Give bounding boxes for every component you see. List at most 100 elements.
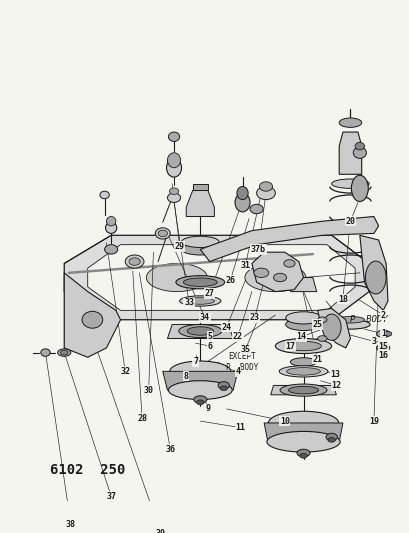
Polygon shape xyxy=(167,325,233,338)
Ellipse shape xyxy=(330,320,369,329)
Ellipse shape xyxy=(273,273,286,282)
Ellipse shape xyxy=(351,175,367,201)
Text: 36: 36 xyxy=(165,445,175,454)
Ellipse shape xyxy=(187,327,213,335)
Polygon shape xyxy=(359,235,387,310)
Ellipse shape xyxy=(331,179,369,188)
Ellipse shape xyxy=(279,366,327,377)
Ellipse shape xyxy=(104,245,117,254)
Ellipse shape xyxy=(129,258,140,265)
Ellipse shape xyxy=(376,330,389,337)
Text: 23: 23 xyxy=(249,313,259,322)
Ellipse shape xyxy=(249,204,263,214)
Ellipse shape xyxy=(236,187,247,200)
Polygon shape xyxy=(64,273,120,357)
Text: 9: 9 xyxy=(205,405,210,414)
Ellipse shape xyxy=(40,349,50,357)
Ellipse shape xyxy=(61,350,68,355)
Text: 3: 3 xyxy=(371,337,375,346)
Text: 5: 5 xyxy=(207,332,212,341)
Polygon shape xyxy=(263,423,342,442)
Ellipse shape xyxy=(317,336,326,341)
Ellipse shape xyxy=(100,191,109,199)
Ellipse shape xyxy=(259,182,272,191)
Polygon shape xyxy=(270,385,335,395)
Text: 6102  250: 6102 250 xyxy=(50,463,125,477)
Ellipse shape xyxy=(220,386,227,391)
Ellipse shape xyxy=(169,188,178,195)
Text: 7: 7 xyxy=(193,358,198,367)
Ellipse shape xyxy=(317,317,326,322)
Ellipse shape xyxy=(267,411,338,435)
Text: P  BODY: P BODY xyxy=(350,315,387,324)
Ellipse shape xyxy=(218,382,229,389)
Ellipse shape xyxy=(383,332,391,336)
Text: 6: 6 xyxy=(207,342,212,351)
Ellipse shape xyxy=(327,438,335,442)
Ellipse shape xyxy=(166,158,181,177)
Text: 37: 37 xyxy=(106,491,116,500)
Text: 21: 21 xyxy=(312,354,322,364)
Text: 24: 24 xyxy=(221,323,231,332)
Text: 25: 25 xyxy=(312,320,322,329)
Ellipse shape xyxy=(253,268,268,278)
Polygon shape xyxy=(200,216,378,262)
Text: 14: 14 xyxy=(296,332,306,341)
Ellipse shape xyxy=(335,317,364,323)
Text: 37b: 37b xyxy=(250,245,265,254)
Text: 19: 19 xyxy=(368,417,378,425)
Ellipse shape xyxy=(169,361,230,382)
Polygon shape xyxy=(317,309,350,348)
Text: 22: 22 xyxy=(232,332,242,341)
Ellipse shape xyxy=(168,381,231,400)
Polygon shape xyxy=(64,235,369,320)
Text: 16: 16 xyxy=(378,351,387,360)
Ellipse shape xyxy=(186,298,214,304)
Ellipse shape xyxy=(155,228,170,239)
Ellipse shape xyxy=(325,433,337,441)
Ellipse shape xyxy=(256,187,275,200)
Ellipse shape xyxy=(275,338,331,353)
Text: 18: 18 xyxy=(337,295,347,304)
Text: 29: 29 xyxy=(174,242,184,251)
Ellipse shape xyxy=(285,341,321,351)
Polygon shape xyxy=(186,190,214,216)
Text: 33: 33 xyxy=(184,298,193,308)
Ellipse shape xyxy=(285,318,321,330)
Ellipse shape xyxy=(290,358,316,366)
Ellipse shape xyxy=(296,449,309,457)
Ellipse shape xyxy=(193,396,207,403)
Ellipse shape xyxy=(286,368,320,375)
Text: 11: 11 xyxy=(235,423,245,432)
Ellipse shape xyxy=(181,244,218,255)
Ellipse shape xyxy=(146,263,207,292)
Ellipse shape xyxy=(58,349,71,357)
Ellipse shape xyxy=(196,400,204,405)
Text: 1: 1 xyxy=(380,329,385,338)
Ellipse shape xyxy=(105,222,117,233)
Text: 10: 10 xyxy=(279,417,289,425)
Ellipse shape xyxy=(178,325,221,337)
Text: 31: 31 xyxy=(240,261,250,270)
Ellipse shape xyxy=(82,311,103,328)
Text: 26: 26 xyxy=(225,276,235,285)
Polygon shape xyxy=(192,184,207,190)
Text: 8: 8 xyxy=(183,372,188,381)
Text: 38: 38 xyxy=(66,520,76,529)
Text: 12: 12 xyxy=(330,381,341,390)
Text: 35: 35 xyxy=(240,345,250,354)
Ellipse shape xyxy=(168,132,179,141)
Text: 15: 15 xyxy=(378,342,387,351)
Text: 32: 32 xyxy=(120,367,130,376)
Ellipse shape xyxy=(285,312,321,324)
Text: 28: 28 xyxy=(137,414,147,423)
Polygon shape xyxy=(251,252,303,292)
Polygon shape xyxy=(290,278,316,292)
Polygon shape xyxy=(162,372,237,390)
Ellipse shape xyxy=(364,261,385,294)
Ellipse shape xyxy=(244,263,305,292)
Ellipse shape xyxy=(158,230,167,237)
Ellipse shape xyxy=(279,384,326,396)
Ellipse shape xyxy=(183,278,217,286)
Ellipse shape xyxy=(288,386,318,394)
